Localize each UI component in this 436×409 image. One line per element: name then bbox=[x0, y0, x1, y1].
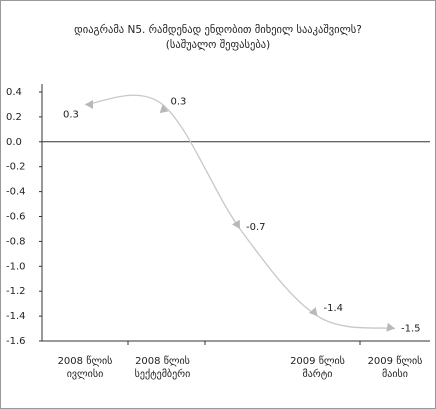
x-tick-label: მარტი bbox=[303, 368, 333, 380]
y-tick-label: -1.6 bbox=[6, 336, 26, 347]
chart-title: დიაგრამა N5. რამდენად ენდობით მიხეილ საა… bbox=[74, 24, 362, 36]
arrow-marker bbox=[308, 307, 318, 317]
arrow-marker bbox=[85, 99, 93, 109]
x-tick-label: 2008 წლის bbox=[58, 355, 113, 367]
data-label: -1.5 bbox=[401, 324, 421, 335]
arrow-marker bbox=[159, 104, 169, 114]
data-label: 0.3 bbox=[63, 109, 79, 120]
y-tick-label: -0.4 bbox=[6, 187, 26, 198]
x-tick-label: 2009 წლის bbox=[290, 355, 345, 367]
y-tick-label: -0.2 bbox=[6, 162, 26, 173]
y-tick-label: 0.0 bbox=[6, 137, 22, 148]
arrow-marker bbox=[386, 322, 395, 332]
arrow-marker bbox=[232, 219, 240, 229]
x-tick-label: ივლისი bbox=[67, 368, 104, 380]
y-tick-label: 0.4 bbox=[6, 87, 22, 98]
x-tick-label: 2008 წლის bbox=[135, 355, 190, 367]
x-tick-label: სექტემბერი bbox=[135, 368, 191, 380]
y-tick-label: -0.8 bbox=[6, 236, 26, 247]
data-label: -0.7 bbox=[246, 222, 266, 233]
data-label: -1.4 bbox=[324, 303, 344, 314]
chart-subtitle: (საშუალო შეფასება) bbox=[166, 39, 270, 51]
y-tick-label: 0.2 bbox=[6, 112, 22, 123]
x-tick-label: 2009 წლის bbox=[368, 355, 423, 367]
y-tick-label: -1.4 bbox=[6, 311, 26, 322]
y-tick-label: -1.2 bbox=[6, 286, 26, 297]
data-label: 0.3 bbox=[171, 96, 187, 107]
x-tick-label: მაისი bbox=[382, 368, 408, 380]
y-tick-label: -0.6 bbox=[6, 212, 26, 223]
y-tick-label: -1.0 bbox=[6, 261, 26, 272]
